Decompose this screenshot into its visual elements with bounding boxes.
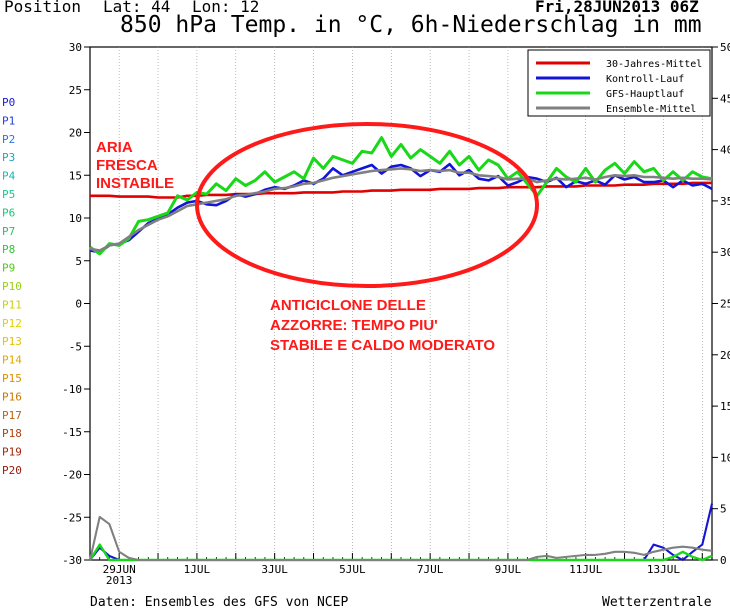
legend-label: Ensemble-Mittel <box>606 104 696 115</box>
member-label: P13 <box>2 335 22 348</box>
member-label: P2 <box>2 133 15 146</box>
footer-brand: Wetterzentrale <box>602 595 712 610</box>
member-label: P5 <box>2 188 15 201</box>
left-axis-tick-label: -15 <box>62 426 82 439</box>
left-axis-tick-label: -10 <box>62 383 82 396</box>
precip-line <box>88 515 713 562</box>
x-axis-tick-label: 5JUL <box>339 563 366 576</box>
left-axis-tick-label: -25 <box>62 511 82 524</box>
annotation-left-line: ARIA <box>96 139 133 156</box>
member-label: P20 <box>2 464 22 477</box>
right-axis-tick-label: 35 <box>720 195 730 208</box>
x-axis-tick-label: 9JUL <box>495 563 522 576</box>
legend-label: GFS-Hauptlauf <box>606 89 684 100</box>
x-axis-tick-label: 11JUL <box>569 563 602 576</box>
annotation-left-line: INSTABILE <box>96 175 174 192</box>
x-axis-tick-label: 3JUL <box>261 563 288 576</box>
header-lon: Lon: 12 <box>192 0 260 16</box>
series-line <box>89 136 713 256</box>
left-axis-tick-label: 0 <box>75 298 82 311</box>
footer-source: Daten: Ensembles des GFS von NCEP <box>90 595 349 610</box>
right-axis-tick-label: 10 <box>720 451 730 464</box>
series-line <box>89 167 713 252</box>
series-line <box>89 162 713 254</box>
member-label: P12 <box>2 317 22 330</box>
x-axis-tick-label: 7JUL <box>417 563 444 576</box>
x-axis-tick-label: 13JUL <box>647 563 680 576</box>
left-axis-tick-label: -30 <box>62 554 82 567</box>
left-axis-tick-label: -20 <box>62 469 82 482</box>
annotation-ellipse <box>195 122 539 288</box>
right-axis-tick-label: 40 <box>720 144 730 157</box>
legend-label: 30-Jahres-Mittel <box>606 59 702 70</box>
left-axis-tick-label: 15 <box>69 169 82 182</box>
legend-box <box>527 49 711 117</box>
left-axis-tick-label: 30 <box>69 41 82 54</box>
right-axis-tick-label: 5 <box>720 503 727 516</box>
annotation-center-line: AZZORRE: TEMPO PIU' <box>270 317 438 334</box>
left-axis-tick-label: 10 <box>69 212 82 225</box>
member-label: P18 <box>2 427 22 440</box>
left-axis-tick-label: -5 <box>69 340 82 353</box>
member-label: P9 <box>2 262 15 275</box>
right-axis-tick-label: 20 <box>720 349 730 362</box>
right-axis-tick-label: 45 <box>720 92 730 105</box>
member-label: P4 <box>2 170 16 183</box>
series-line <box>90 181 712 199</box>
header-run: Fri,28JUN2013 06Z <box>535 0 699 16</box>
right-axis-tick-label: 0 <box>720 554 727 567</box>
member-label: P14 <box>2 354 22 367</box>
right-axis-tick-label: 25 <box>720 298 730 311</box>
right-axis-tick-label: 30 <box>720 246 730 259</box>
legend-label: Kontroll-Lauf <box>606 74 684 85</box>
member-label: P3 <box>2 151 15 164</box>
left-axis-tick-label: 5 <box>75 255 82 268</box>
x-axis-tick-label: 1JUL <box>184 563 211 576</box>
left-axis-tick-label: 25 <box>69 84 82 97</box>
member-label: P10 <box>2 280 22 293</box>
right-axis-tick-label: 50 <box>720 41 730 54</box>
left-axis-tick-label: 20 <box>69 127 82 140</box>
member-label: P7 <box>2 225 15 238</box>
x-axis-tick-label: 29JUN <box>103 563 136 576</box>
member-label: P17 <box>2 409 22 422</box>
header-position: Position <box>4 0 82 16</box>
chart-title: 850 hPa Temp. in °C, 6h-Niederschlag in … <box>120 12 702 38</box>
annotation-left-line: FRESCA <box>96 157 158 174</box>
member-label: P8 <box>2 243 15 256</box>
x-axis-year-label: 2013 <box>106 574 133 587</box>
member-label: P15 <box>2 372 22 385</box>
member-label: P19 <box>2 446 22 459</box>
member-label: P11 <box>2 298 22 311</box>
member-label: P1 <box>2 114 15 127</box>
member-label: P16 <box>2 390 22 403</box>
annotation-center-line: STABILE E CALDO MODERATO <box>270 337 495 354</box>
member-label: P6 <box>2 206 15 219</box>
header-lat: Lat: 44 <box>103 0 171 16</box>
annotation-center-line: ANTICICLONE DELLE <box>270 297 426 314</box>
right-axis-tick-label: 15 <box>720 400 730 413</box>
member-label: P0 <box>2 96 15 109</box>
